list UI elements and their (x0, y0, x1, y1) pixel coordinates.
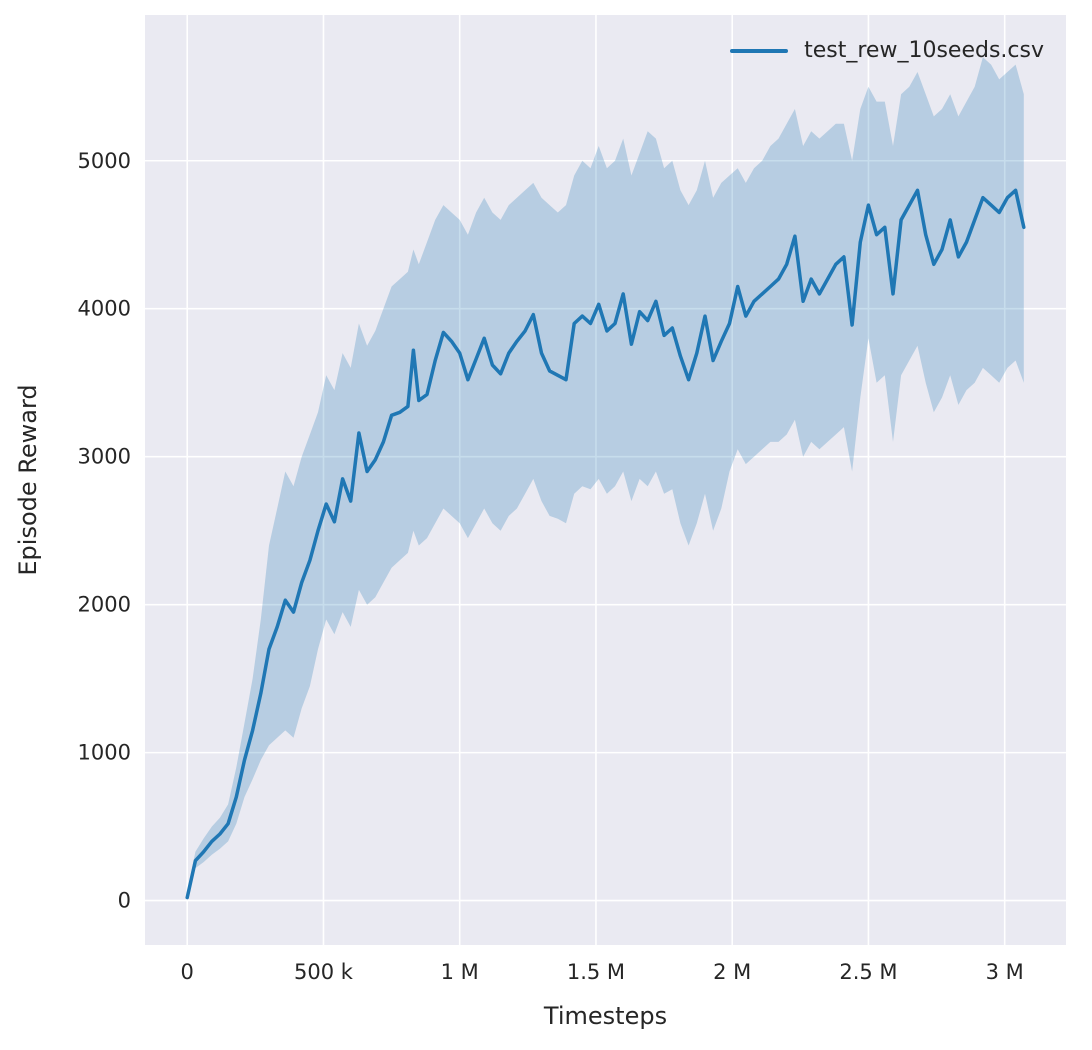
x-tick-label: 1.5 M (567, 960, 625, 984)
y-tick-label: 1000 (78, 741, 131, 765)
legend-line-sample (730, 48, 789, 53)
x-tick-label: 2 M (713, 960, 751, 984)
confidence-band (187, 57, 1024, 901)
y-tick-label: 2000 (78, 593, 131, 617)
y-tick-label: 0 (118, 889, 131, 913)
x-tick-label: 3 M (986, 960, 1024, 984)
x-tick-label: 0 (181, 960, 194, 984)
x-tick-label: 2.5 M (839, 960, 897, 984)
x-axis-label: Timesteps (543, 1002, 667, 1030)
x-tick-label: 500 k (294, 960, 354, 984)
x-tick-label: 1 M (441, 960, 479, 984)
legend-label: test_rew_10seeds.csv (804, 38, 1044, 63)
plot-area (145, 15, 1066, 945)
y-axis-label: Episode Reward (14, 384, 42, 575)
y-tick-label: 5000 (78, 149, 131, 173)
legend: test_rew_10seeds.csv (730, 38, 1044, 63)
mean-line (185, 188, 1026, 900)
y-tick-label: 3000 (78, 445, 131, 469)
y-tick-label: 4000 (78, 297, 131, 321)
